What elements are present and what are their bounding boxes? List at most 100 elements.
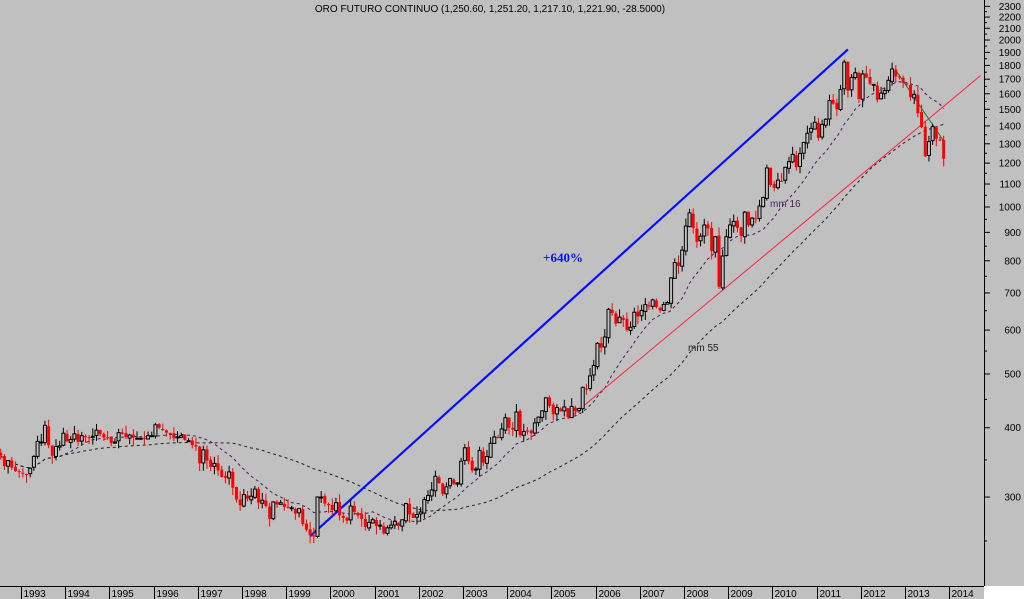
candle (304, 519, 308, 532)
candle-body (345, 517, 349, 521)
candle (831, 94, 835, 105)
candle-body (496, 437, 500, 439)
candle-body (827, 99, 832, 120)
candle (13, 461, 17, 472)
candle-body (79, 435, 84, 442)
candle-body (683, 225, 688, 252)
candle (875, 81, 879, 103)
candle (894, 65, 898, 83)
candle (775, 172, 780, 190)
candle-body (735, 220, 739, 228)
candle (551, 402, 555, 421)
candle-body (6, 460, 11, 467)
candle-body (35, 440, 40, 457)
candle (297, 508, 302, 518)
candle (68, 436, 73, 449)
candle-body (499, 428, 504, 439)
candle-body (183, 434, 187, 441)
candle (234, 486, 238, 503)
candle-body (2, 456, 6, 467)
candle-body (246, 495, 250, 499)
candle (257, 486, 261, 510)
candle-body (83, 436, 87, 438)
candle (720, 249, 725, 291)
candle-body (665, 301, 670, 305)
candle (25, 473, 29, 483)
y-tick-label: 600 (1004, 326, 1021, 337)
candle-body (194, 445, 198, 447)
candle (308, 521, 312, 544)
candle (83, 434, 87, 443)
candle (190, 436, 194, 449)
candle-body (312, 535, 316, 537)
y-tick-label: 700 (1004, 288, 1021, 299)
candle-body (367, 521, 372, 529)
candle (397, 522, 401, 531)
candle (382, 522, 386, 535)
candle-body (356, 512, 360, 516)
candle (614, 311, 618, 327)
blue-trendline (309, 48, 849, 538)
candle (175, 430, 180, 443)
candle (540, 410, 545, 422)
candle (348, 499, 353, 525)
candle (374, 517, 378, 535)
x-tick-label: 1996 (157, 589, 180, 599)
candle (400, 519, 405, 532)
y-axis-background (984, 0, 1024, 599)
candle (90, 428, 95, 445)
candle (315, 496, 320, 539)
candle-body (308, 529, 312, 536)
candle-body (525, 430, 529, 432)
candle (757, 199, 762, 222)
candle-body (149, 435, 154, 438)
candle-body (702, 224, 707, 237)
candle-body (275, 501, 279, 505)
x-tick-label: 2011 (820, 589, 842, 599)
y-tick-label: 2300 (999, 2, 1022, 13)
candle-body (252, 488, 257, 498)
candle (809, 122, 814, 141)
candle-body (879, 92, 884, 100)
candle-body (135, 437, 140, 440)
candle (599, 336, 603, 353)
candle-body (540, 410, 545, 418)
candle (691, 208, 695, 234)
candle (823, 118, 828, 128)
candle-body (643, 304, 648, 313)
candle-body (142, 438, 146, 440)
candle (392, 516, 397, 530)
y-tick-label: 2200 (999, 13, 1022, 24)
candle (838, 84, 843, 112)
candle-body (385, 527, 390, 534)
candle-body (488, 442, 493, 458)
candle (168, 432, 172, 440)
candle (227, 465, 232, 485)
candle-body (761, 197, 766, 208)
candle (780, 172, 784, 182)
candle-body (422, 498, 427, 514)
candle-body (621, 317, 625, 320)
candles (0, 59, 946, 544)
candle (886, 76, 891, 93)
candle (569, 398, 574, 419)
candle-body (691, 213, 695, 228)
candle-body (102, 434, 106, 438)
candle-body (636, 311, 640, 317)
candle (654, 298, 658, 309)
candle-body (923, 126, 927, 157)
candle (532, 418, 537, 436)
candle-body (514, 411, 519, 432)
candle (812, 116, 817, 130)
candle-body (90, 435, 95, 438)
candle (385, 525, 390, 536)
candle (312, 527, 316, 544)
candle-body (580, 386, 585, 410)
candle-body (728, 224, 733, 238)
candle-body (577, 408, 582, 412)
candle-body (209, 459, 213, 467)
candle (411, 512, 415, 519)
candle-body (278, 502, 283, 505)
candle (330, 498, 334, 517)
